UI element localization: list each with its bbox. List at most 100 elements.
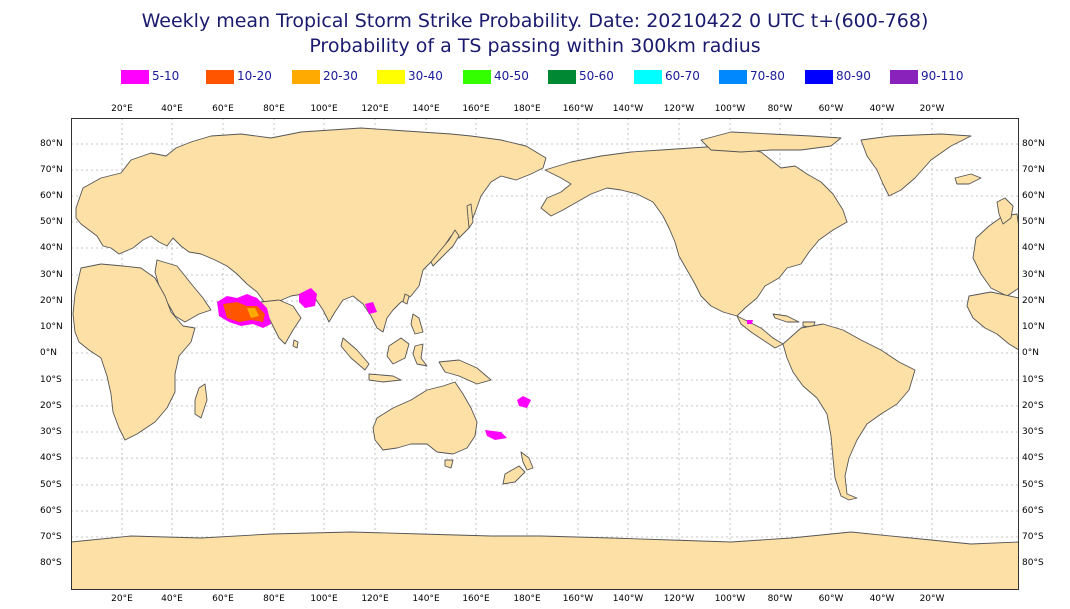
lon-label-bottom: 160°E [462,594,490,604]
lat-label-left: 70°S [40,532,62,542]
lat-label-left: 60°N [40,191,63,201]
antarctica [71,531,1019,590]
west-africa [966,291,1019,351]
north-america [540,145,848,317]
lat-label-left: 80°S [40,558,62,568]
legend-swatch [890,70,918,84]
lon-label-top: 160°W [562,104,594,114]
legend-label: 80-90 [836,69,871,83]
tasmania [444,459,454,469]
lat-label-right: 60°S [1022,506,1044,516]
lon-label-bottom: 120°E [361,594,389,604]
cuba [772,313,800,323]
legend-label: 20-30 [323,69,358,83]
lat-label-left: 60°S [40,506,62,516]
legend-label: 5-10 [152,69,180,83]
strike-area-5-10 [365,302,377,314]
lat-label-right: 80°N [1022,139,1045,149]
map-subtitle: Probability of a TS passing within 300km… [309,35,761,57]
lat-label-right: 70°N [1022,165,1045,175]
lon-label-bottom: 80°W [767,594,793,604]
new-zealand-north [520,451,534,471]
south-america [782,323,916,501]
lon-label-top: 80°W [767,104,793,114]
sakhalin [466,203,474,229]
lon-label-top: 160°E [462,104,490,114]
new-guinea [438,359,492,385]
iceland [954,173,982,185]
lon-label-bottom: 100°W [714,594,746,604]
legend-swatch [634,70,662,84]
lon-label-bottom: 40°W [869,594,895,604]
lat-label-right: 40°N [1022,243,1045,253]
western-europe [972,213,1019,297]
lon-label-bottom: 100°E [310,594,338,604]
eurasia [75,127,547,333]
lon-label-bottom: 180°E [513,594,541,604]
sri-lanka [292,339,299,349]
legend-label: 90-110 [921,69,964,83]
legend-swatch [463,70,491,84]
lat-label-left: 20°N [40,296,63,306]
lat-label-right: 30°N [1022,270,1045,280]
legend-label: 60-70 [665,69,700,83]
lat-label-right: 80°S [1022,558,1044,568]
lon-label-bottom: 160°W [562,594,594,604]
lat-label-right: 40°S [1022,453,1044,463]
lon-label-top: 60°W [818,104,844,114]
lon-label-top: 20°W [919,104,945,114]
lon-label-top: 100°E [310,104,338,114]
lat-label-right: 20°N [1022,296,1045,306]
lat-label-left: 70°N [40,165,63,175]
lat-label-right: 0°N [1022,348,1039,358]
lat-label-right: 50°S [1022,480,1044,490]
legend-label: 30-40 [408,69,443,83]
taiwan [402,293,410,305]
legend-swatch [377,70,405,84]
legend-label: 10-20 [237,69,272,83]
strike-area-5-10 [485,430,507,440]
japan [430,229,460,267]
legend-swatch [292,70,320,84]
legend-swatch [719,70,747,84]
australia [372,381,478,455]
uk [996,197,1014,225]
lat-label-right: 70°S [1022,532,1044,542]
arctic-islands [700,131,842,153]
lat-label-left: 30°S [40,427,62,437]
borneo [386,337,410,365]
lon-label-top: 60°E [212,104,234,114]
lon-label-bottom: 140°E [412,594,440,604]
lat-label-left: 30°N [40,270,63,280]
lon-label-top: 40°W [869,104,895,114]
lon-label-top: 140°W [612,104,644,114]
lon-label-bottom: 120°W [663,594,695,604]
lat-label-left: 20°S [40,401,62,411]
lon-label-top: 120°W [663,104,695,114]
land-masses [71,127,1019,590]
lon-label-bottom: 80°E [263,594,285,604]
lon-label-top: 100°W [714,104,746,114]
legend-label: 50-60 [579,69,614,83]
lon-label-bottom: 20°W [919,594,945,604]
madagascar [194,383,208,419]
lon-label-top: 80°E [263,104,285,114]
legend-swatch [548,70,576,84]
lat-label-right: 20°S [1022,401,1044,411]
lat-label-left: 40°S [40,453,62,463]
legend-swatch [121,70,149,84]
lon-label-top: 140°E [412,104,440,114]
new-zealand-south [502,465,526,485]
lon-label-bottom: 60°W [818,594,844,604]
lon-label-top: 40°E [161,104,183,114]
lon-label-bottom: 20°E [111,594,133,604]
legend-swatch [206,70,234,84]
lat-label-left: 80°N [40,139,63,149]
lon-label-top: 180°E [513,104,541,114]
strike-probability-areas [217,288,753,440]
legend-label: 40-50 [494,69,529,83]
lat-label-right: 10°S [1022,375,1044,385]
lat-label-left: 0°N [40,348,57,358]
lat-label-left: 10°S [40,375,62,385]
legend-label: 70-80 [750,69,785,83]
